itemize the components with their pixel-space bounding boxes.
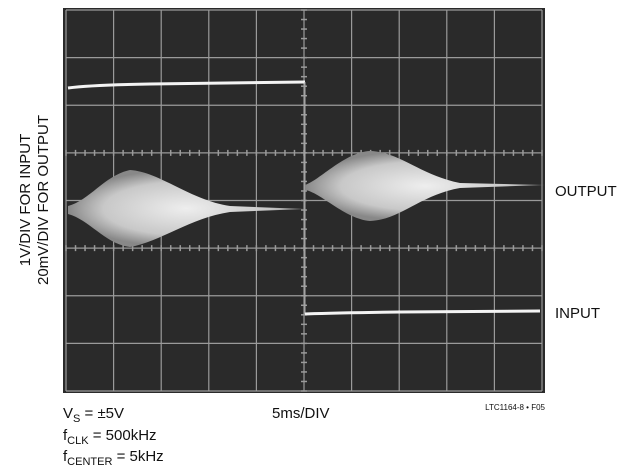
input-trace bbox=[304, 309, 541, 316]
condition: fCLK = 500kHz bbox=[63, 427, 157, 447]
condition-text: = ±5V bbox=[80, 405, 124, 422]
symbol: f bbox=[63, 427, 68, 444]
subscript: S bbox=[73, 413, 80, 425]
output-label: OUTPUT bbox=[555, 183, 617, 200]
symbol: V bbox=[63, 405, 73, 422]
condition: fCENTER = 5kHz bbox=[63, 448, 164, 468]
subscript: CLK bbox=[67, 435, 89, 447]
x-label: 5ms/DIV bbox=[272, 405, 330, 422]
figure-id: LTC1164-8 • F05 bbox=[485, 403, 545, 412]
scope-grid bbox=[65, 9, 543, 392]
condition-text: = 5kHz bbox=[112, 448, 163, 465]
input-trace bbox=[67, 80, 306, 90]
output-burst bbox=[305, 151, 545, 221]
output-burst bbox=[68, 170, 305, 247]
condition: VS = ±5V bbox=[63, 405, 124, 425]
symbol: f bbox=[63, 448, 68, 465]
y-label: 20mV/DIV FOR OUTPUT bbox=[35, 115, 52, 285]
subscript: CENTER bbox=[67, 456, 112, 468]
y-label: 1V/DIV FOR INPUT bbox=[17, 134, 34, 267]
input-label: INPUT bbox=[555, 305, 600, 322]
condition-text: = 500kHz bbox=[89, 427, 157, 444]
